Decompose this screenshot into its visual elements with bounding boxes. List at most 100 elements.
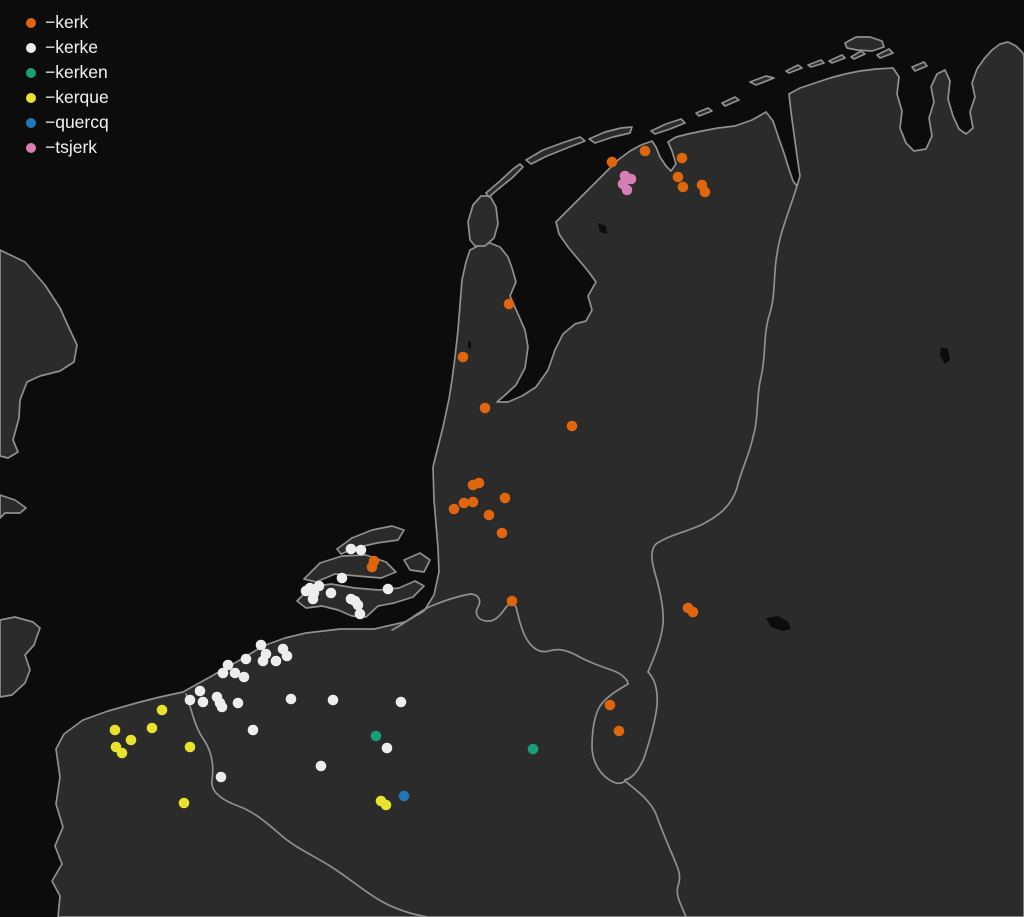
legend-item-tsjerk[interactable]: −tsjerk	[26, 135, 109, 160]
map-point-tsjerk[interactable]	[621, 184, 633, 196]
map-point-kerke[interactable]	[355, 544, 367, 556]
map-point-kerke[interactable]	[217, 667, 229, 679]
map-point-kerke[interactable]	[255, 639, 267, 651]
map-point-kerke[interactable]	[222, 659, 234, 671]
map-point-quercq[interactable]	[398, 790, 410, 802]
legend-item-kerke[interactable]: −kerke	[26, 35, 109, 60]
map-point-kerk[interactable]	[606, 156, 618, 168]
map-point-kerke[interactable]	[194, 685, 206, 697]
inland-water-layer	[468, 223, 950, 631]
legend-label-quercq: −quercq	[45, 112, 109, 132]
map-point-kerk[interactable]	[473, 477, 485, 489]
legend-item-quercq[interactable]: −quercq	[26, 110, 109, 135]
land-east-anglia	[0, 249, 78, 459]
map-point-kerke[interactable]	[240, 653, 252, 665]
map-point-kerke[interactable]	[281, 650, 293, 662]
legend-item-kerken[interactable]: −kerken	[26, 60, 109, 85]
legend-dot-kerque	[26, 92, 36, 103]
map-point-kerk[interactable]	[467, 496, 479, 508]
map-point-tsjerk[interactable]	[625, 173, 637, 185]
legend-item-kerk[interactable]: −kerk	[26, 10, 109, 35]
map-point-kerque[interactable]	[116, 747, 128, 759]
map-point-kerke[interactable]	[307, 593, 319, 605]
legend-dot-tsjerk	[26, 142, 36, 153]
map-point-kerken[interactable]	[527, 743, 539, 755]
map-point-kerque[interactable]	[380, 799, 392, 811]
island-langeoog	[850, 50, 866, 60]
map-point-kerke[interactable]	[232, 697, 244, 709]
island-wangerooge	[911, 61, 928, 72]
map-point-kerke[interactable]	[215, 771, 227, 783]
map-point-kerk[interactable]	[677, 181, 689, 193]
island-ameland	[588, 126, 633, 144]
map-point-kerk[interactable]	[366, 561, 378, 573]
legend-dot-kerken	[26, 67, 36, 78]
lake-small-nl	[468, 341, 471, 349]
map-point-kerken[interactable]	[370, 730, 382, 742]
map-point-kerque[interactable]	[146, 722, 158, 734]
legend-label-kerke: −kerke	[45, 37, 99, 57]
island-schiermonnikoog	[650, 118, 686, 135]
map-point-kerk[interactable]	[566, 420, 578, 432]
map-point-kerke[interactable]	[270, 655, 282, 667]
map-point-kerk[interactable]	[676, 152, 688, 164]
map-point-kerk[interactable]	[483, 509, 495, 521]
map-point-kerke[interactable]	[325, 587, 337, 599]
map-point-kerk[interactable]	[687, 606, 699, 618]
map-point-kerke[interactable]	[315, 760, 327, 772]
map-point-kerke[interactable]	[395, 696, 407, 708]
map-point-kerke[interactable]	[184, 694, 196, 706]
map-point-kerke[interactable]	[257, 655, 269, 667]
map-point-kerke[interactable]	[354, 608, 366, 620]
island-elbe-mouth	[844, 36, 885, 52]
map-point-kerke[interactable]	[247, 724, 259, 736]
map-point-kerke[interactable]	[197, 696, 209, 708]
map-point-kerke[interactable]	[216, 701, 228, 713]
legend-label-kerque: −kerque	[45, 87, 109, 107]
map-point-kerk[interactable]	[448, 503, 460, 515]
map-point-kerk[interactable]	[458, 497, 470, 509]
map-point-kerque[interactable]	[184, 741, 196, 753]
map-point-kerque[interactable]	[125, 734, 137, 746]
legend-label-tsjerk: −tsjerk	[45, 137, 98, 157]
island-borkum	[749, 75, 775, 86]
points-layer	[109, 145, 711, 811]
map-point-kerk[interactable]	[499, 492, 511, 504]
island-baltrum	[828, 54, 846, 64]
lake-zwischenahner	[940, 347, 950, 364]
lake-ruhr-reservoir	[766, 616, 791, 631]
legend-item-kerque[interactable]: −kerque	[26, 85, 109, 110]
map-point-kerque[interactable]	[178, 797, 190, 809]
map-point-kerk[interactable]	[457, 351, 469, 363]
map-point-kerk[interactable]	[506, 595, 518, 607]
border-be-fr	[185, 693, 429, 917]
map-point-kerke[interactable]	[345, 543, 357, 555]
map-point-kerk[interactable]	[479, 402, 491, 414]
map-point-kerk[interactable]	[503, 298, 515, 310]
island-texel	[467, 195, 499, 247]
map-point-kerke[interactable]	[229, 667, 241, 679]
map-point-kerke[interactable]	[285, 693, 297, 705]
map-point-kerk[interactable]	[613, 725, 625, 737]
map-point-kerk[interactable]	[699, 186, 711, 198]
land-kent	[0, 616, 41, 698]
map-point-kerk[interactable]	[604, 699, 616, 711]
legend-label-kerk: −kerk	[45, 12, 89, 32]
map-point-kerke[interactable]	[381, 742, 393, 754]
map-point-kerk[interactable]	[639, 145, 651, 157]
map-point-kerke[interactable]	[336, 572, 348, 584]
map-point-kerk[interactable]	[672, 171, 684, 183]
map-point-kerke[interactable]	[238, 671, 250, 683]
map-point-kerque[interactable]	[156, 704, 168, 716]
map-point-kerke[interactable]	[327, 694, 339, 706]
island-simonszand	[695, 107, 713, 117]
map-point-kerk[interactable]	[496, 527, 508, 539]
island-norderney	[807, 59, 825, 68]
island-vlieland	[485, 163, 524, 198]
map-point-kerke[interactable]	[300, 585, 312, 597]
map-point-kerque[interactable]	[109, 724, 121, 736]
map-point-kerke[interactable]	[352, 599, 364, 611]
map-point-kerke[interactable]	[382, 583, 394, 595]
island-spiekeroog	[876, 48, 894, 59]
